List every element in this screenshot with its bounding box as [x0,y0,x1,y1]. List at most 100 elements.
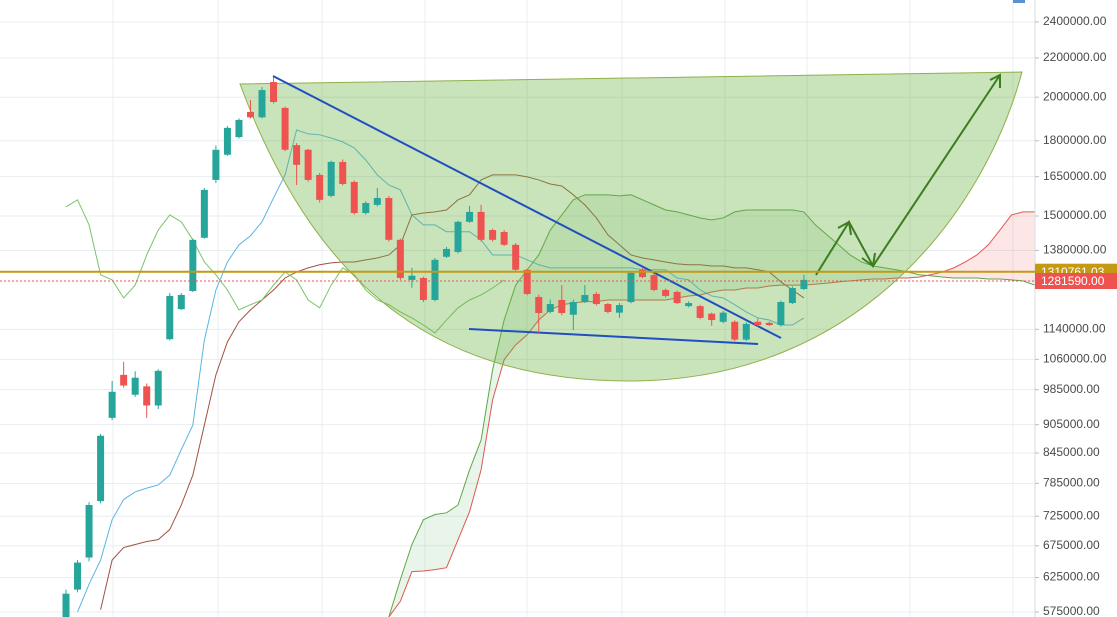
cloud-fill [907,271,920,278]
y-tick-label: 675000.00 [1043,538,1100,552]
candle-body [719,312,727,322]
candle-body [788,288,796,304]
candle-body [189,239,197,291]
cloud-fill [423,514,435,571]
candle-body [500,232,508,245]
y-tick-label: 905000.00 [1043,417,1100,431]
cloud-fill [999,214,1012,280]
trend-line [468,328,759,345]
y-tick-label: 2400000.00 [1043,14,1107,28]
candle-body [615,305,623,313]
candle-body [246,111,254,118]
y-tick-label: 1800000.00 [1043,133,1107,147]
cloud-fill [988,230,1000,279]
candle-body [85,504,93,558]
cloud-fill [734,210,747,290]
y-tick-label: 985000.00 [1043,382,1100,396]
candle-body [339,161,347,184]
candle-body [120,374,128,386]
candle-body [97,435,105,502]
candle-body [166,295,174,340]
candle-body [108,391,116,418]
y-tick-label: 1650000.00 [1043,169,1107,183]
candle-body [639,269,646,278]
candle-body [235,119,243,138]
trend-line [272,75,782,339]
cloud-fill [584,194,597,302]
cloud-fill [677,211,689,298]
price-axis [1035,0,1117,617]
y-tick-label: 845000.00 [1043,445,1100,459]
cloud-fill [723,211,735,290]
cloud-fill [481,369,493,470]
cloud-fill [1022,211,1035,286]
cloud-fill [711,217,724,292]
y-tick-label: 725000.00 [1043,508,1100,522]
candle-body [385,197,393,240]
cloud-fill [884,267,897,279]
candle-body [592,293,600,305]
candle-body [350,181,358,214]
candle-body [396,239,404,278]
y-tick-label: 1060000.00 [1043,352,1107,366]
candle-body [546,304,554,312]
candle-body [131,377,139,395]
y-tick-label: 1140000.00 [1043,322,1106,336]
cloud-fill [769,210,781,287]
cloud-fill [573,194,585,304]
indicator-line [77,129,805,613]
cloud-fill [780,210,793,286]
candle-body [742,323,750,340]
cloud-fill [976,244,989,279]
y-tick-label: 1380000.00 [1043,243,1107,257]
candle-body [685,303,693,307]
price-tag-label: 1281590.00 [1041,274,1105,288]
candle-body [74,562,82,590]
drawings [239,71,1023,382]
candle-body [258,90,266,118]
candle-body [362,203,370,214]
indicator-line [388,211,1035,617]
candle-body [581,294,589,303]
candle-body [708,313,716,321]
y-tick-label: 2200000.00 [1043,50,1107,64]
cloud-fill [815,224,827,285]
candle-body [512,244,520,270]
cloud-fill [850,254,862,281]
candle-body [569,302,577,315]
projection-path [815,74,1001,276]
arrow-head [861,252,876,268]
candle-body [223,127,231,155]
candle-body [408,275,416,280]
cloud-fill [700,217,712,295]
price-axis-labels: 2400000.00 2200000.00 2000000.00 1800000.00… [1035,14,1107,617]
candle-body [777,302,785,326]
candle-body [442,248,450,257]
cup-shape [239,71,1023,382]
y-tick-label: 625000.00 [1043,570,1100,584]
candle-body [604,304,612,312]
candle-body [650,275,658,290]
arrow-head [989,73,1001,88]
cloud-fill [550,214,562,310]
y-tick-label: 575000.00 [1043,604,1100,617]
arrow-head [837,220,852,236]
candle-body [177,294,185,310]
price-tag [1035,272,1117,289]
cloud-fill [469,439,482,512]
cloud-fill [757,210,770,289]
candle-body [731,321,739,340]
cloud-fill [400,544,412,602]
candle-body [754,321,762,326]
horizontal-grid [0,21,1035,613]
candle-body [327,161,335,196]
toolbar-icon [1013,0,1025,3]
candle-body [281,107,289,150]
candle-body [558,299,566,314]
candle-body [62,593,70,617]
cloud-fill [803,211,816,286]
cloud-fill [792,210,804,286]
cloud-fill [446,504,459,568]
